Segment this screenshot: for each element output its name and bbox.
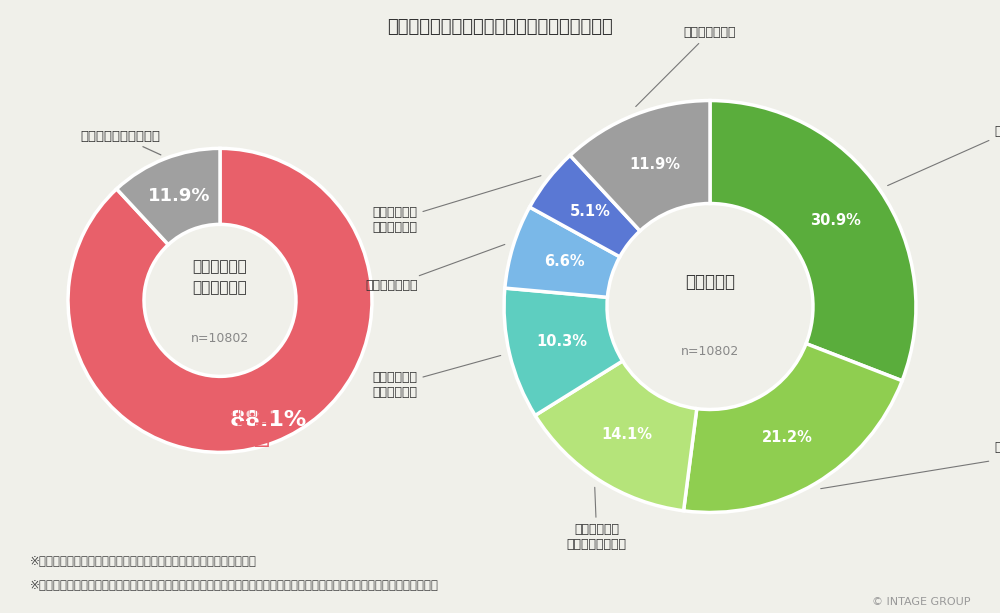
Text: ふだん朝食は食べない: ふだん朝食は食べない [80,130,161,155]
Text: 主食・主菜・副菜が
そろっている: 主食・主菜・副菜が そろっている [821,441,1000,489]
Text: 朝食の内容: 朝食の内容 [685,273,735,291]
Text: 21.2%: 21.2% [762,430,813,445]
Text: 6.6%: 6.6% [544,254,585,268]
Text: 主食のみ: 主食のみ [888,125,1000,186]
Text: 主食・副菜は
そろっている: 主食・副菜は そろっている [373,176,541,234]
Text: 朝食を食べて
いるかどうか: 朝食を食べて いるかどうか [193,259,247,295]
Text: ふだん朝食を食べている: ふだん朝食を食べている [182,403,274,417]
Wedge shape [505,207,620,297]
Text: 11.9%: 11.9% [630,157,681,172]
Wedge shape [535,361,697,511]
Text: n=10802: n=10802 [191,332,249,345]
Text: 10.3%: 10.3% [536,333,587,349]
Wedge shape [684,344,902,512]
Text: © INTAGE GROUP: © INTAGE GROUP [872,597,970,607]
Wedge shape [504,288,623,416]
Wedge shape [570,101,710,231]
Text: 図表１：朝食を食べているかどうかとその内容: 図表１：朝食を食べているかどうかとその内容 [387,18,613,36]
Text: 14.1%: 14.1% [602,427,653,442]
Wedge shape [710,101,916,381]
Wedge shape [117,148,220,245]
Text: 朝食は食べない: 朝食は食べない [636,26,736,107]
Text: 88.1%: 88.1% [230,410,307,430]
Text: 5.1%: 5.1% [570,205,611,219]
Wedge shape [68,148,372,452]
Text: 11.9%: 11.9% [148,187,210,205]
Text: 88.1％: 88.1％ [185,420,270,448]
Text: ※日によって食べている物が異なる場合は、最も頻度が高い内容を回答: ※日によって食べている物が異なる場合は、最も頻度が高い内容を回答 [30,555,257,568]
Text: ※主食（ごはん、パン、麺）、主菜（肉、魚、卵、大豆料理）、副菜（野菜、きのこ、イモ、海藻料理）とそれぞれ例示して聴取: ※主食（ごはん、パン、麺）、主菜（肉、魚、卵、大豆料理）、副菜（野菜、きのこ、イ… [30,579,439,592]
Text: 主食・主菜は
そろっている: 主食・主菜は そろっている [373,356,501,399]
Wedge shape [530,155,640,257]
Text: 主食以外に、
牛乳か果物がある: 主食以外に、 牛乳か果物がある [567,487,627,550]
Text: 30.9%: 30.9% [810,213,861,228]
Text: n=10802: n=10802 [681,345,739,359]
Text: 主食は食べない: 主食は食べない [365,245,505,292]
